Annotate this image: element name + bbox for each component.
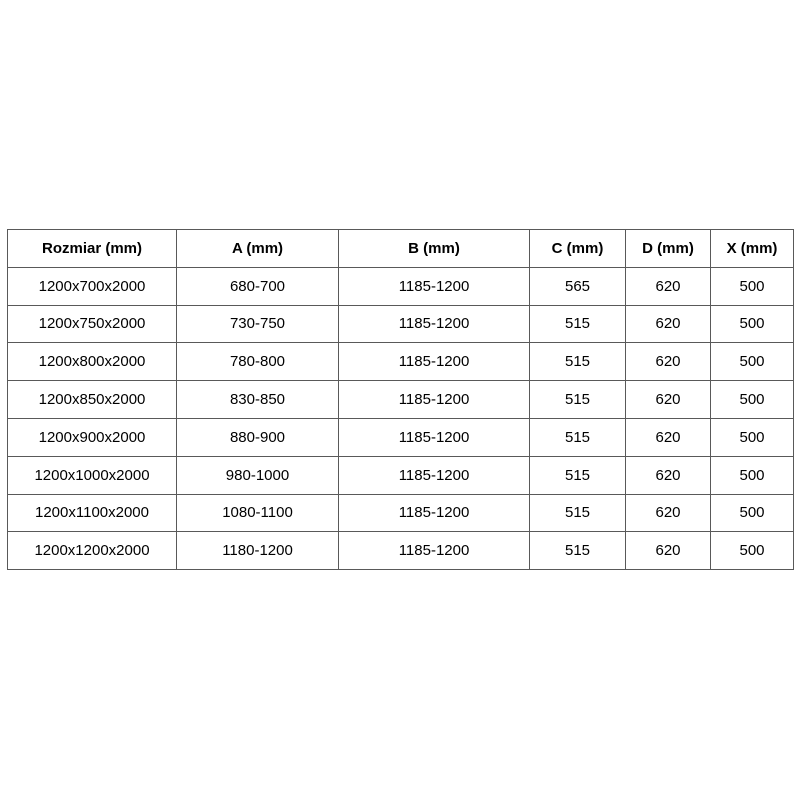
cell-size: 1200x700x2000 — [7, 266, 177, 306]
column-header-b: B (mm) — [338, 229, 530, 268]
cell-a: 1080-1100 — [176, 493, 339, 533]
cell-x: 500 — [710, 493, 794, 533]
cell-c: 515 — [529, 531, 626, 571]
cell-b: 1185-1200 — [338, 455, 530, 495]
cell-x: 500 — [710, 266, 794, 306]
table-row: 1200x1000x2000 980-1000 1185-1200 515 620 500 — [7, 455, 794, 495]
cell-a: 1180-1200 — [176, 531, 339, 571]
cell-d: 620 — [625, 493, 711, 533]
cell-b: 1185-1200 — [338, 266, 530, 306]
cell-size: 1200x800x2000 — [7, 342, 177, 382]
table-row: 1200x750x2000 730-750 1185-1200 515 620 500 — [7, 304, 794, 344]
cell-a: 880-900 — [176, 417, 339, 457]
column-header-d: D (mm) — [625, 229, 711, 268]
cell-a: 980-1000 — [176, 455, 339, 495]
table-row: 1200x1200x2000 1180-1200 1185-1200 515 620 50… — [7, 531, 794, 571]
cell-b: 1185-1200 — [338, 417, 530, 457]
table-row: 1200x850x2000 830-850 1185-1200 515 620 500 — [7, 380, 794, 419]
cell-b: 1185-1200 — [338, 342, 530, 382]
cell-b: 1185-1200 — [338, 304, 530, 344]
cell-a: 680-700 — [176, 266, 339, 306]
table-header: Rozmiar (mm) A (mm) B (mm) C (mm) D (mm)… — [7, 229, 794, 268]
cell-c: 515 — [529, 380, 626, 419]
table-row: 1200x1100x2000 1080-1100 1185-1200 515 620 50… — [7, 493, 794, 533]
cell-c: 515 — [529, 417, 626, 457]
cell-d: 620 — [625, 531, 711, 571]
cell-c: 515 — [529, 455, 626, 495]
column-header-a: A (mm) — [176, 229, 339, 268]
cell-c: 565 — [529, 266, 626, 306]
cell-size: 1200x1000x2000 — [7, 455, 177, 495]
cell-b: 1185-1200 — [338, 493, 530, 533]
cell-size: 1200x850x2000 — [7, 380, 177, 419]
table-row: 1200x700x2000 680-700 1185-1200 565 620 500 — [7, 266, 794, 306]
table-row: 1200x900x2000 880-900 1185-1200 515 620 500 — [7, 417, 794, 457]
cell-size: 1200x1200x2000 — [7, 531, 177, 571]
cell-c: 515 — [529, 342, 626, 382]
column-header-x: X (mm) — [710, 229, 794, 268]
cell-d: 620 — [625, 266, 711, 306]
cell-x: 500 — [710, 417, 794, 457]
cell-x: 500 — [710, 455, 794, 495]
dimensions-table: Rozmiar (mm) A (mm) B (mm) C (mm) D (mm)… — [7, 229, 794, 571]
table-body: 1200x700x2000 680-700 1185-1200 565 620 500 12… — [7, 266, 794, 571]
column-header-c: C (mm) — [529, 229, 626, 268]
cell-x: 500 — [710, 304, 794, 344]
cell-d: 620 — [625, 417, 711, 457]
column-header-size: Rozmiar (mm) — [7, 229, 177, 268]
cell-c: 515 — [529, 304, 626, 344]
table-header-row: Rozmiar (mm) A (mm) B (mm) C (mm) D (mm)… — [7, 229, 794, 268]
cell-d: 620 — [625, 455, 711, 495]
cell-size: 1200x750x2000 — [7, 304, 177, 344]
cell-c: 515 — [529, 493, 626, 533]
cell-x: 500 — [710, 380, 794, 419]
cell-a: 730-750 — [176, 304, 339, 344]
cell-size: 1200x900x2000 — [7, 417, 177, 457]
cell-b: 1185-1200 — [338, 531, 530, 571]
table-row: 1200x800x2000 780-800 1185-1200 515 620 500 — [7, 342, 794, 382]
cell-a: 780-800 — [176, 342, 339, 382]
cell-d: 620 — [625, 380, 711, 419]
cell-x: 500 — [710, 531, 794, 571]
cell-a: 830-850 — [176, 380, 339, 419]
cell-size: 1200x1100x2000 — [7, 493, 177, 533]
cell-x: 500 — [710, 342, 794, 382]
cell-d: 620 — [625, 304, 711, 344]
cell-b: 1185-1200 — [338, 380, 530, 419]
cell-d: 620 — [625, 342, 711, 382]
